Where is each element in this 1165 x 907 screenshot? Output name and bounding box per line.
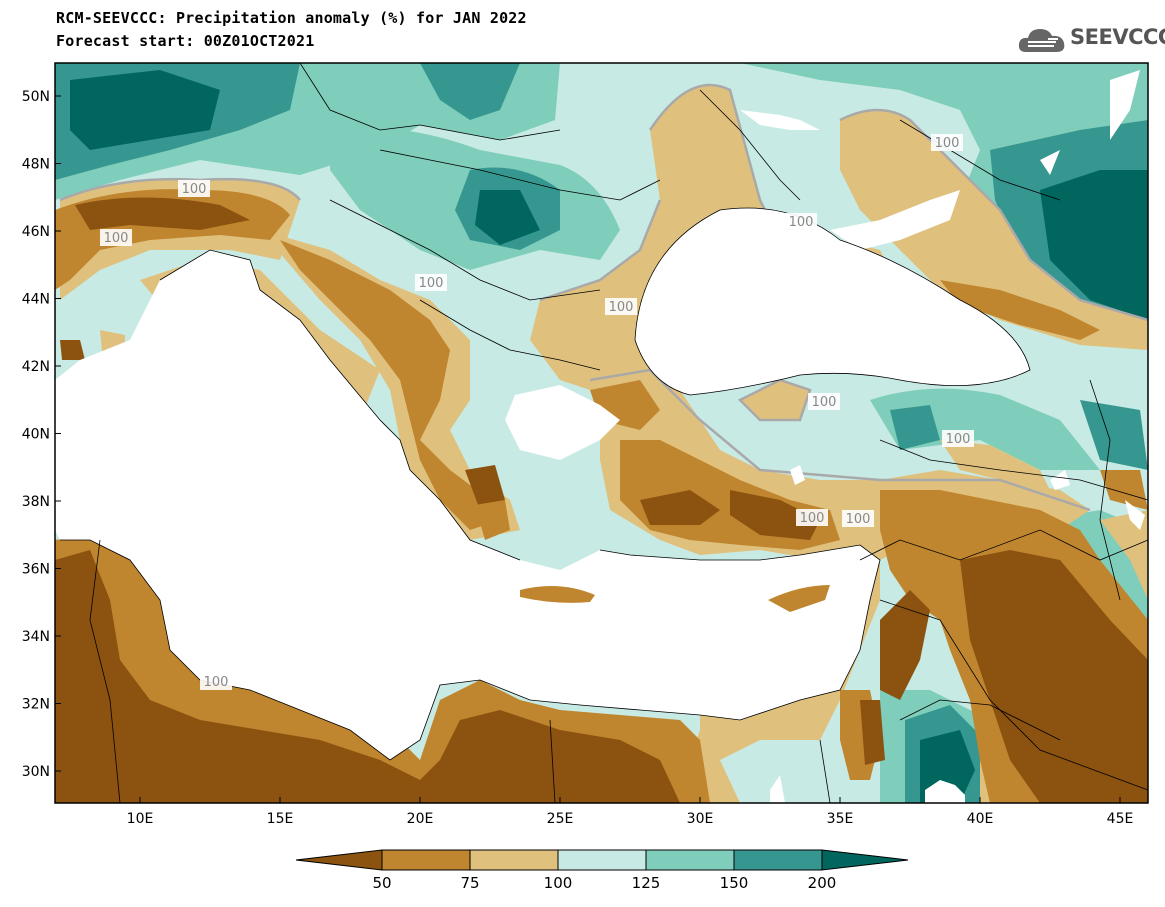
- colorbar-label: 125: [632, 874, 661, 892]
- contour-labels: 100 100 100 100 100 100 100 100 100 100 …: [100, 134, 974, 690]
- colorbar-segment: [381, 849, 471, 871]
- svg-text:100: 100: [935, 136, 960, 151]
- colorbar-segment: [557, 849, 647, 871]
- seevccc-logo: SEEVCCC: [1018, 24, 1165, 58]
- lon-label: 30E: [687, 811, 714, 827]
- contour-label: 100: [415, 274, 447, 291]
- svg-text:100: 100: [846, 512, 871, 527]
- longitude-axis: 10E 15E 20E 25E 30E 35E 40E 45E: [127, 797, 1134, 827]
- colorbar-label: 150: [720, 874, 749, 892]
- colorbar-label: 75: [460, 874, 479, 892]
- colorbar: 50 75 100 125 150 200: [295, 849, 909, 892]
- lat-label: 32N: [22, 697, 50, 713]
- lat-label: 40N: [22, 427, 50, 443]
- map-field: 100 100 100 100 100 100 100 100 100 100 …: [55, 63, 1148, 803]
- lon-label: 15E: [267, 811, 294, 827]
- lat-label: 42N: [22, 359, 50, 375]
- lon-label: 35E: [827, 811, 854, 827]
- lon-label: 20E: [407, 811, 434, 827]
- colorbar-label: 100: [544, 874, 573, 892]
- contour-100-lines: [59, 83, 1148, 512]
- contour-label: 100: [808, 393, 840, 410]
- lat-label: 36N: [22, 562, 50, 578]
- lat-label: 34N: [22, 629, 50, 645]
- svg-text:100: 100: [812, 395, 837, 410]
- lat-label: 46N: [22, 224, 50, 240]
- contour-label: 100: [200, 673, 232, 690]
- lon-label: 45E: [1107, 811, 1134, 827]
- svg-text:100: 100: [182, 182, 207, 197]
- coastlines: [60, 63, 1148, 803]
- forecast-start: Forecast start: 00Z01OCT2021: [56, 32, 315, 50]
- colorbar-segment: [645, 849, 735, 871]
- contour-label: 100: [942, 430, 974, 447]
- lat-label: 44N: [22, 292, 50, 308]
- svg-text:100: 100: [204, 675, 229, 690]
- colorbar-segment: [469, 849, 559, 871]
- cloud-icon: [1018, 29, 1065, 52]
- logo-text: SEEVCCC: [1070, 25, 1165, 49]
- lat-label: 48N: [22, 157, 50, 173]
- sea-mask: [55, 70, 1145, 803]
- lon-label: 25E: [547, 811, 574, 827]
- map-title: RCM-SEEVCCC: Precipitation anomaly (%) f…: [56, 9, 527, 27]
- svg-text:100: 100: [609, 300, 634, 315]
- colorbar-segment: [821, 849, 909, 871]
- colorbar-segment: [733, 849, 823, 871]
- svg-text:100: 100: [946, 432, 971, 447]
- contour-label: 100: [605, 298, 637, 315]
- contour-label: 100: [178, 180, 210, 197]
- contour-label: 100: [931, 134, 963, 151]
- svg-text:100: 100: [789, 215, 814, 230]
- contour-label: 100: [842, 510, 874, 527]
- lon-label: 10E: [127, 811, 154, 827]
- colorbar-segment: [295, 849, 383, 871]
- lat-label: 50N: [22, 89, 50, 105]
- lat-label: 38N: [22, 494, 50, 510]
- lat-label: 30N: [22, 764, 50, 780]
- contour-label: 100: [100, 229, 132, 246]
- contour-label: 100: [796, 509, 828, 526]
- colorbar-label: 200: [808, 874, 837, 892]
- lon-label: 40E: [967, 811, 994, 827]
- contour-label: 100: [785, 213, 817, 230]
- svg-text:100: 100: [104, 231, 129, 246]
- svg-text:100: 100: [419, 276, 444, 291]
- svg-text:100: 100: [800, 511, 825, 526]
- latitude-axis: 50N 48N 46N 44N 42N 40N 38N 36N 34N 32N 30N: [22, 89, 61, 780]
- colorbar-label: 50: [372, 874, 391, 892]
